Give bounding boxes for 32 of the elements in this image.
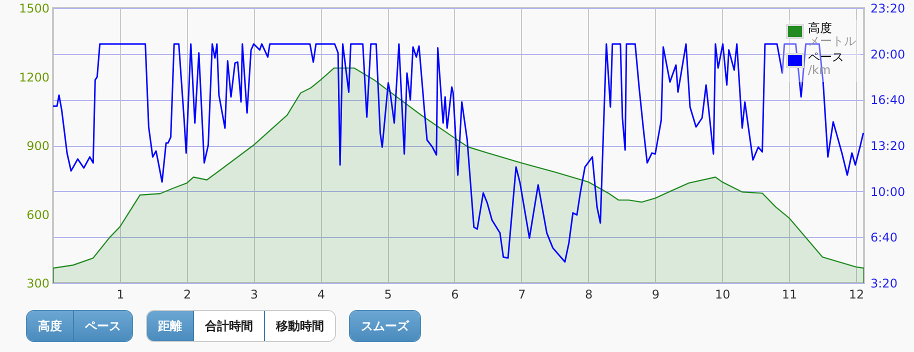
legend-label: ペース (808, 50, 844, 64)
x-tick-label: 4 (317, 288, 325, 302)
x-tick-label: 6 (451, 288, 459, 302)
y2-tick-label: 23:20 (870, 2, 906, 16)
toggle-button: 移動時間 (265, 311, 335, 341)
y2-tick-label: 16:40 (870, 93, 906, 108)
x-tick-label: 11 (782, 288, 798, 302)
y-tick-label: 1500 (18, 2, 50, 16)
toggle-button: ペース (74, 311, 132, 341)
x-tick-label: 2 (184, 288, 192, 302)
x-tick-label: 1 (116, 288, 124, 302)
legend-label: 高度 (808, 21, 833, 35)
x-tick-label: 9 (652, 288, 660, 302)
y2-tick-label: 3:20 (870, 276, 898, 290)
toggle-button: スムーズ (350, 311, 420, 341)
x-tick-label: 10 (715, 288, 730, 302)
y-tick-label: 900 (26, 139, 50, 153)
y2-tick-label: 6:40 (870, 230, 898, 245)
toggle-button: 距離 (147, 311, 194, 341)
y2-tick-label: 20:00 (870, 47, 906, 62)
x-tick-label: 3 (250, 288, 258, 302)
x-tick-label: 8 (584, 288, 593, 302)
x-tick-label: 12 (848, 288, 864, 302)
toggle-button: 合計時間 (194, 311, 265, 341)
y2-tick-label: 13:20 (870, 139, 906, 153)
y-tick-label: 300 (26, 276, 50, 290)
toggle-button: 高度 (27, 311, 74, 341)
y-tick-label: 1200 (18, 70, 50, 84)
y2-tick-label: 10:00 (870, 184, 906, 199)
x-tick-label: 7 (518, 288, 526, 302)
y-tick-label: 600 (26, 208, 50, 222)
x-tick-label: 5 (384, 288, 392, 302)
